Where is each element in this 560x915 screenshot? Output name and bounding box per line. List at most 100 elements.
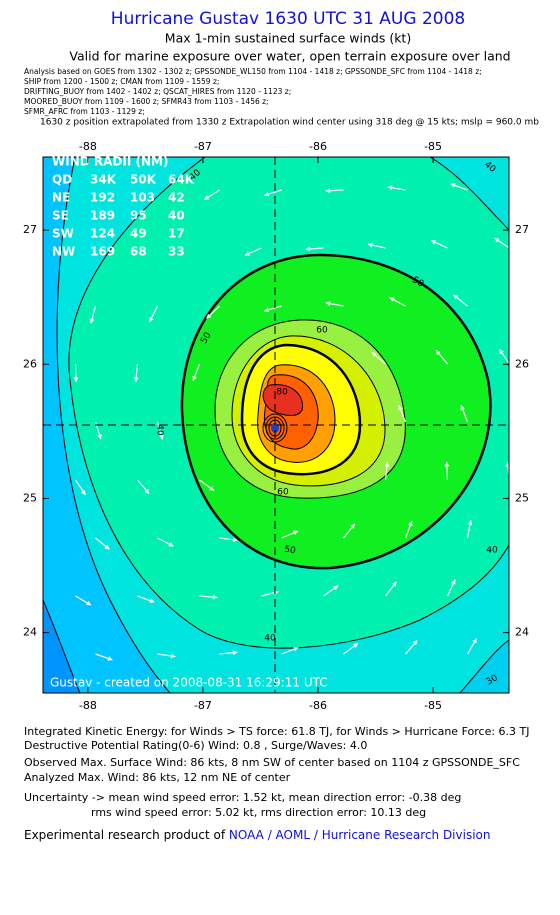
wind-arrow-head	[528, 520, 533, 525]
wind-arrow	[508, 595, 509, 596]
wind-arrow-head	[453, 294, 459, 300]
wind-radii-cell: 33	[168, 245, 185, 259]
contour-label: 60	[277, 488, 289, 498]
wind-arrow-head	[532, 637, 536, 642]
wind-arrow-head	[389, 297, 395, 302]
wind-arrow-head	[73, 377, 79, 382]
wind-arrow-head	[472, 638, 477, 644]
wind-arrow-head	[305, 246, 311, 252]
wind-arrow-head	[460, 405, 465, 411]
wind-arrow-head	[511, 579, 516, 584]
contour-label: 40	[486, 546, 498, 556]
wind-arrow-head	[436, 350, 441, 356]
wind-arrow-head	[450, 183, 456, 188]
contour-label: 80	[276, 388, 288, 398]
analysis-line: SHIP from 1200 - 1500 z; CMAN from 1109 …	[24, 77, 219, 86]
wind-arrow-head	[133, 377, 139, 382]
wind-radii-cell: 189	[90, 209, 115, 223]
wind-arrow-head	[170, 653, 176, 659]
contour-label: 60	[316, 326, 328, 336]
y-tick-label: 27	[515, 223, 529, 236]
y-tick-label: 26	[23, 357, 37, 370]
wind-arrow-head	[149, 598, 155, 603]
wind-radii-cell: 169	[90, 245, 115, 259]
wind-arrow-head	[451, 579, 456, 585]
wind-arrow-head	[371, 352, 377, 357]
wind-arrow-head	[412, 640, 418, 646]
wind-radii-header: 34K	[90, 173, 117, 187]
wind-radii-cell: 103	[130, 191, 155, 205]
wind-arrow-head	[168, 542, 174, 547]
wind-arrow-head	[232, 537, 238, 543]
position-note: 1630 z position extrapolated from 1330 z…	[40, 118, 539, 128]
product-note: Experimental research product of NOAA / …	[24, 828, 490, 842]
product-text: Experimental research product of	[24, 828, 229, 842]
wind-arrow-head	[505, 462, 509, 467]
wind-radii-cell: SE	[52, 209, 69, 223]
x-tick-label: -87	[194, 140, 212, 153]
wind-arrow-head	[391, 581, 397, 587]
contour-label: 40	[264, 634, 276, 644]
footer-line: rms wind speed error: 5.02 kt, rms direc…	[91, 806, 426, 819]
wind-arrow-head	[212, 594, 218, 600]
wind-radii-cell: 17	[168, 227, 185, 241]
wind-arrow-head	[353, 643, 359, 648]
y-tick-label: 25	[515, 491, 529, 504]
contour-label: 40	[155, 424, 165, 436]
wind-arrow-head	[444, 462, 450, 467]
wind-radii-title: WIND RADII (NM)	[52, 155, 168, 169]
wind-arrow-head	[206, 313, 212, 319]
y-tick-label: 24	[515, 626, 529, 639]
valid-note: Valid for marine exposure over water, op…	[69, 49, 510, 64]
credit: Gustav - created on 2008-08-31 16:29:11 …	[50, 676, 328, 690]
wind-arrow-head	[325, 301, 331, 306]
x-tick-label: -87	[194, 699, 212, 712]
org-name: NOAA / AOML / Hurricane Research Divisio…	[229, 828, 491, 842]
contour-label: 50	[283, 545, 296, 557]
wind-arrow-head	[367, 242, 373, 248]
wind-arrow-head	[264, 307, 270, 313]
wind-arrow-head	[293, 646, 299, 652]
wind-arrow	[530, 637, 537, 654]
wind-radii-header: 64K	[168, 173, 195, 187]
footer-line: Observed Max. Surface Wind: 86 kts, 8 nm…	[24, 756, 520, 769]
x-tick-label: -85	[424, 699, 442, 712]
analysis-line: Analysis based on GOES from 1302 - 1302 …	[24, 67, 482, 76]
wind-arrow-head	[499, 349, 504, 355]
wind-arrow-head	[209, 486, 215, 491]
wind-arrow-head	[467, 520, 473, 526]
wind-arrow-head	[159, 434, 164, 440]
wind-arrow-head	[144, 488, 150, 494]
wind-radii-cell: 95	[130, 209, 147, 223]
wind-arrow-head	[245, 251, 250, 256]
footer-line: Integrated Kinetic Energy: for Winds > T…	[24, 725, 530, 738]
wind-arrow-head	[97, 434, 102, 440]
y-tick-label: 25	[23, 491, 37, 504]
y-tick-label: 24	[23, 626, 37, 639]
subtitle: Max 1-min sustained surface winds (kt)	[165, 31, 411, 46]
footer-line: Destructive Potential Rating(0-6) Wind: …	[24, 739, 367, 752]
title: Hurricane Gustav 1630 UTC 31 AUG 2008	[111, 9, 465, 29]
y-tick-label: 27	[23, 223, 37, 236]
wind-arrow-head	[107, 656, 113, 661]
wind-arrow-head	[522, 405, 526, 410]
wind-arrow-head	[387, 185, 393, 191]
analysis-line: DRIFTING_BUOY from 1402 - 1402 z; QSCAT_…	[24, 87, 291, 96]
wind-arrow-head	[384, 462, 390, 467]
x-tick-label: -86	[309, 699, 327, 712]
wind-arrow-head	[325, 188, 331, 194]
wind-radii-cell: 42	[168, 191, 185, 205]
wind-arrow-head	[514, 182, 519, 186]
wind-radii-cell: 124	[90, 227, 115, 241]
wind-arrow-head	[204, 195, 210, 200]
wind-arrow-head	[232, 650, 238, 656]
x-tick-label: -88	[79, 699, 97, 712]
wind-radii-cell: 49	[130, 227, 147, 241]
wind-arrow-head	[81, 489, 86, 495]
wind-radii-header: QD	[52, 173, 72, 187]
map-frame	[42, 156, 510, 694]
wind-arrow-head	[398, 405, 403, 411]
wind-arrow-head	[408, 521, 413, 527]
wind-arrow-head	[293, 530, 299, 535]
